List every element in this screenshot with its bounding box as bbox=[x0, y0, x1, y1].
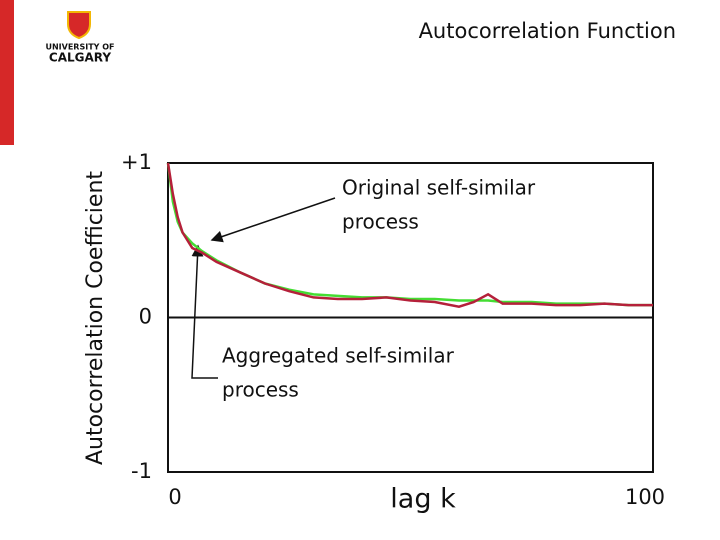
x-tick-label: 0 bbox=[168, 485, 181, 509]
y-axis-label: Autocorrelation Coefficient bbox=[83, 171, 108, 465]
annotation-arrow bbox=[191, 244, 218, 379]
annotation-text: process bbox=[342, 210, 419, 234]
logo: UNIVERSITY OF CALGARY bbox=[45, 11, 115, 65]
y-tick-label: 0 bbox=[139, 305, 152, 329]
annotation-text: Original self-similar bbox=[342, 176, 536, 200]
series-line bbox=[166, 162, 653, 308]
annotation-text: Aggregated self-similar bbox=[222, 344, 455, 368]
logo-text: CALGARY bbox=[49, 51, 111, 65]
chart-title: Autocorrelation Function bbox=[419, 19, 676, 43]
side-band bbox=[0, 0, 14, 145]
logo-shield bbox=[67, 11, 91, 40]
x-axis-label: lag k bbox=[390, 484, 456, 515]
y-tick-label: -1 bbox=[131, 459, 152, 483]
annotation-text: process bbox=[222, 378, 299, 402]
y-tick-label: +1 bbox=[121, 150, 152, 174]
logo-text: UNIVERSITY OF bbox=[45, 43, 114, 52]
x-tick-label: 100 bbox=[625, 485, 665, 509]
annotation-arrow bbox=[210, 197, 336, 243]
